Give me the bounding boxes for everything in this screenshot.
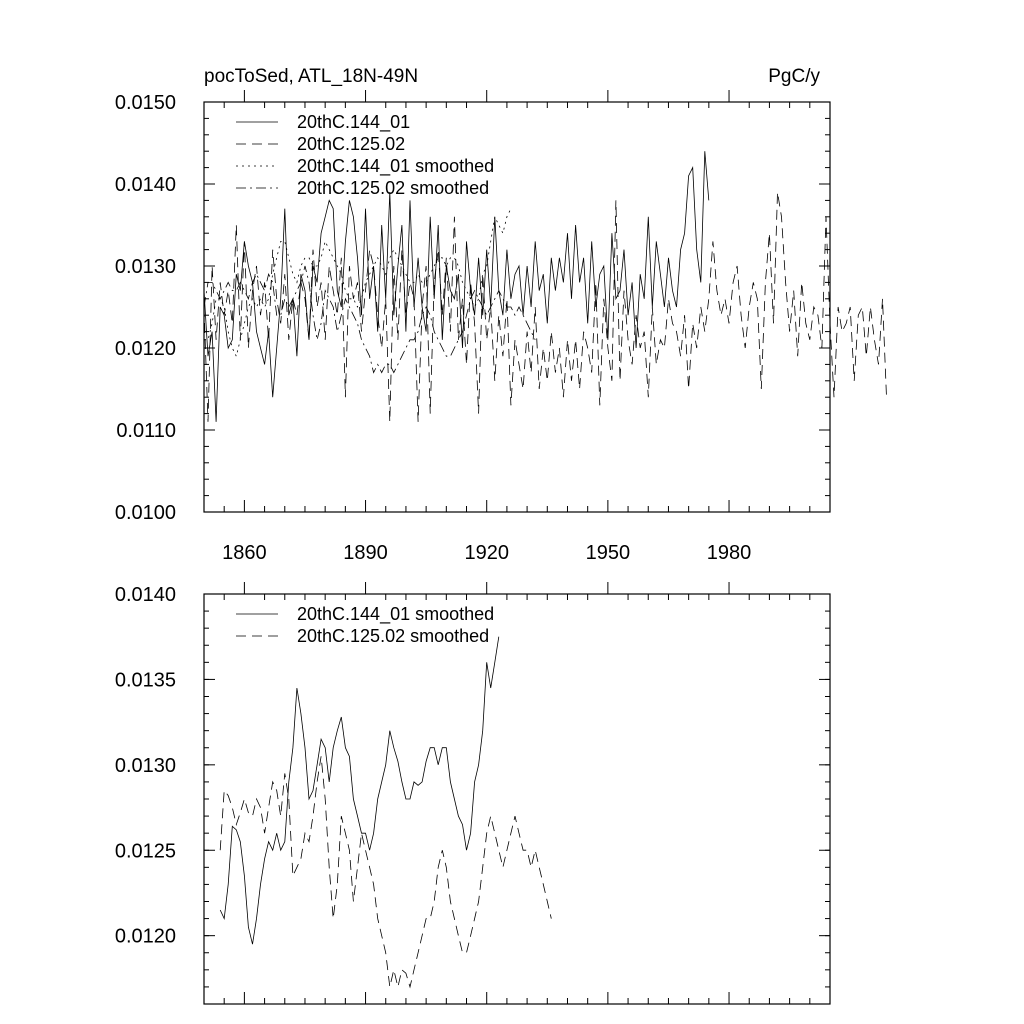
y-tick-label: 0.0130 [115, 256, 176, 278]
x-tick-label: 1920 [464, 542, 509, 564]
y-tick-label: 0.0140 [115, 584, 176, 606]
legend-label: 20thC.144_01 smoothed [297, 604, 494, 625]
top-panel-x-tick-labels: 1860 1890 1920 1950 1980 [222, 542, 751, 564]
top-panel-series [203, 151, 887, 422]
legend-label: 20thC.125.02 smoothed [297, 178, 489, 198]
y-tick-label: 0.0140 [115, 174, 176, 196]
y-tick-label: 0.0125 [115, 840, 176, 862]
series-line-20thc-125-02-smoothed [219, 756, 552, 989]
y-tick-label: 0.0120 [115, 926, 176, 948]
series-line-20thc-144-01 [203, 151, 710, 422]
bottom-panel-ticks [203, 582, 831, 1005]
bottom-panel: 0.0120 0.0125 0.0130 0.0135 0.0140 20thC.144… [115, 582, 831, 1005]
series-line-20thc-144-01-smoothed [219, 636, 500, 945]
legend-label: 20thC.125.02 smoothed [297, 626, 489, 646]
x-tick-label: 1950 [586, 542, 631, 564]
top-panel: pocToSed, ATL_18N-49N PgC/y 0.0100 0.0110… [115, 66, 887, 564]
top-panel-units: PgC/y [768, 66, 820, 87]
y-tick-label: 0.0135 [115, 669, 176, 691]
y-tick-label: 0.0120 [115, 338, 176, 360]
legend-label: 20thC.144_01 [297, 112, 410, 133]
series-line-20thc-144-01-smoothed [204, 208, 512, 358]
bottom-panel-series [219, 636, 552, 989]
legend-label: 20thC.125.02 [297, 134, 405, 154]
series-line-20thc-125-02 [203, 192, 887, 422]
x-tick-label: 1860 [222, 542, 267, 564]
y-tick-label: 0.0110 [116, 420, 176, 442]
top-panel-title: pocToSed, ATL_18N-49N [204, 66, 418, 87]
series-line-20thc-125-02-smoothed [203, 265, 536, 374]
x-tick-label: 1890 [343, 542, 388, 564]
y-tick-label: 0.0130 [115, 755, 176, 777]
y-tick-label: 0.0150 [115, 92, 176, 114]
bottom-panel-y-tick-labels: 0.0120 0.0125 0.0130 0.0135 0.0140 [115, 584, 176, 948]
legend-label: 20thC.144_01 smoothed [297, 156, 494, 177]
top-panel-y-tick-labels: 0.0100 0.0110 0.0120 0.0130 0.0140 0.0150 [115, 92, 176, 524]
bottom-panel-frame [203, 593, 831, 1005]
x-tick-label: 1980 [707, 542, 752, 564]
top-panel-frame [203, 101, 831, 513]
y-tick-label: 0.0100 [115, 502, 176, 524]
